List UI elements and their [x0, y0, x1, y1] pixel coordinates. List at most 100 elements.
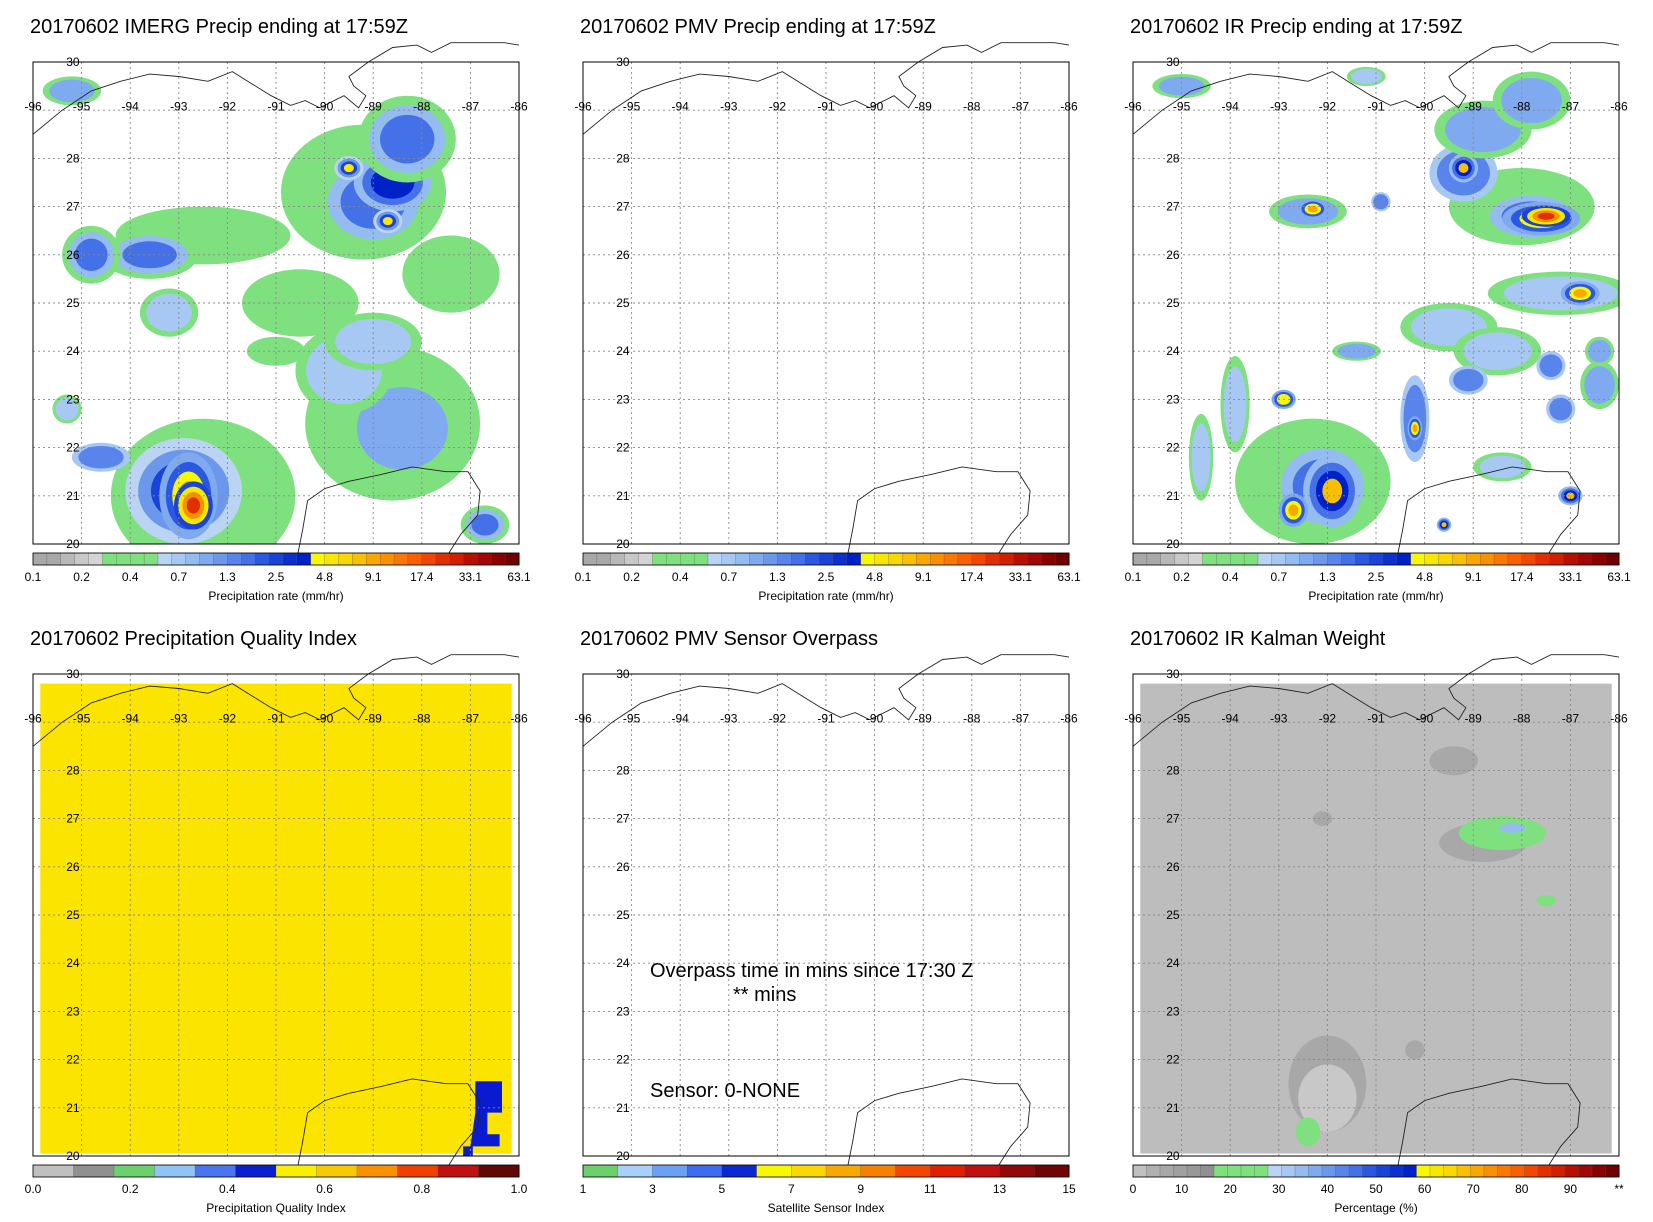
lon-label: -90	[866, 99, 884, 113]
lon-label: -86	[1610, 711, 1628, 725]
lon-label: -96	[1124, 711, 1142, 725]
lon-label: -93	[170, 99, 188, 113]
lat-label: 23	[616, 392, 630, 406]
map-figure: -96 -95 -94 -93 -92 -91 -90 -89 -88 -87 -86 30 28 27 2…	[574, 42, 1078, 566]
lat-label: 21	[66, 1101, 80, 1115]
colorbar	[32, 1164, 520, 1178]
lat-label: 28	[66, 763, 80, 777]
colorbar-tick-label: 0.4	[121, 570, 139, 584]
lon-label: -93	[170, 711, 188, 725]
lat-label: 27	[616, 200, 630, 214]
lon-label: -92	[769, 711, 787, 725]
colorbar-tick-label: 0.7	[170, 570, 188, 584]
lon-label: -88	[963, 711, 981, 725]
lat-label: 26	[1166, 248, 1180, 262]
lon-label: -95	[1173, 99, 1191, 113]
lon-label: -89	[365, 99, 383, 113]
lat-label: 27	[66, 200, 80, 214]
lat-label: 28	[66, 151, 80, 165]
colorbar-tick-label: 4.8	[866, 570, 883, 584]
map-figure: -96 -95 -94 -93 -92 -91 -90 -89 -88 -87 -86 30 28 27 2…	[1124, 42, 1628, 566]
lat-label: 30	[616, 667, 630, 681]
lon-label: -89	[915, 711, 933, 725]
colorbar-tick-label: 80	[1515, 1182, 1529, 1196]
lat-label: 22	[616, 1053, 630, 1067]
colorbar-tick-label: 1	[579, 1182, 587, 1196]
colorbar-tick-label: 9.1	[364, 570, 382, 584]
lon-label: -94	[1222, 99, 1240, 113]
colorbar-tick-label: 0.1	[574, 570, 592, 584]
lon-label: -91	[1367, 711, 1385, 725]
colorbar-tick-label: 0.4	[219, 1182, 236, 1196]
colorbar-label: Precipitation rate (mm/hr)	[208, 589, 344, 603]
map-figure: -96 -95 -94 -93 -92 -91 -90 -89 -88 -87 -86 30 28 27 2…	[574, 654, 1078, 1178]
panel-title: 20170602 IR Precip ending at 17:59Z	[1130, 16, 1463, 38]
colorbar	[32, 552, 520, 566]
lat-label: 25	[616, 908, 630, 922]
colorbar-tick-label: 33.1	[1008, 570, 1033, 584]
panel-quality-index: 20170602 Precipitation Quality Index -96…	[24, 622, 560, 1222]
lon-label: -91	[267, 711, 285, 725]
colorbar-tick-label: 7	[787, 1182, 795, 1196]
colorbar-tick-label: 2.5	[817, 570, 835, 584]
lat-label: 21	[616, 1101, 630, 1115]
lat-label: 20	[66, 537, 80, 551]
colorbar-tick-label: 9.1	[914, 570, 932, 584]
lat-label: 23	[66, 392, 80, 406]
colorbar-tick-label: 1.3	[219, 570, 236, 584]
colorbar-tick-label: 0.7	[720, 570, 738, 584]
lat-label: 28	[616, 763, 630, 777]
map-figure: -96 -95 -94 -93 -92 -91 -90 -89 -88 -87 -86 30 28 27 2…	[24, 654, 528, 1178]
colorbar	[1132, 552, 1620, 566]
lat-label: 24	[616, 344, 630, 358]
lon-label: -86	[510, 99, 528, 113]
lat-label: 24	[616, 956, 630, 970]
panel-ir-precip: 20170602 IR Precip ending at 17:59Z -96-…	[1124, 10, 1653, 610]
colorbar	[582, 1164, 1070, 1178]
lat-label: 20	[66, 1149, 80, 1163]
colorbar-tick-label: 90	[1563, 1182, 1578, 1196]
colorbar-label: Percentage (%)	[1334, 1201, 1418, 1215]
lon-label: -95	[73, 99, 91, 113]
lon-label: -95	[623, 711, 641, 725]
lat-label: 30	[66, 667, 80, 681]
lat-label: 20	[616, 537, 630, 551]
lon-label: -87	[1562, 711, 1580, 725]
lon-label: -92	[769, 99, 787, 113]
lon-label: -96	[574, 99, 592, 113]
colorbar-tick-label: 0.4	[1221, 570, 1239, 584]
lon-label: -87	[1012, 99, 1030, 113]
lat-label: 22	[1166, 1053, 1180, 1067]
colorbar-tick-label: 0.2	[73, 570, 90, 584]
lat-label: 30	[1166, 667, 1180, 681]
lon-label: -94	[672, 99, 690, 113]
colorbar-tick-label: 60	[1417, 1182, 1432, 1196]
lon-label: -94	[1222, 711, 1240, 725]
lat-label: 27	[1166, 812, 1180, 826]
colorbar-tick-label: 0.2	[623, 570, 640, 584]
lat-label: 24	[1166, 344, 1180, 358]
lat-label: 22	[66, 1053, 80, 1067]
map-figure: -96 -95 -94 -93 -92 -91 -90 -89 -88 -87 -86 30 28 27 2…	[1124, 654, 1628, 1178]
colorbar-tick-label: 20	[1223, 1182, 1237, 1196]
lat-label: 20	[1166, 1149, 1180, 1163]
colorbar-tick-label: 0.0	[24, 1182, 42, 1196]
colorbar-tick-label: 4.8	[316, 570, 333, 584]
lat-label: 21	[616, 489, 630, 503]
lat-label: 23	[1166, 392, 1180, 406]
lon-label: -91	[267, 99, 285, 113]
colorbar-label: Satellite Sensor Index	[767, 1201, 885, 1215]
lon-label: -90	[316, 711, 334, 725]
lon-label: -96	[574, 711, 592, 725]
lon-label: -91	[817, 711, 835, 725]
lat-label: 26	[616, 248, 630, 262]
colorbar-tick-label: 0.1	[1124, 570, 1142, 584]
panel-title: 20170602 Precipitation Quality Index	[30, 628, 357, 650]
colorbar-tick-label: 63.1	[1607, 570, 1631, 584]
panel-title: 20170602 IR Kalman Weight	[1130, 628, 1386, 650]
colorbar	[582, 552, 1070, 566]
lon-label: -93	[720, 711, 738, 725]
lon-label: -93	[720, 99, 738, 113]
lon-label: -92	[219, 99, 237, 113]
colorbar-tick-label: 5	[718, 1182, 726, 1196]
